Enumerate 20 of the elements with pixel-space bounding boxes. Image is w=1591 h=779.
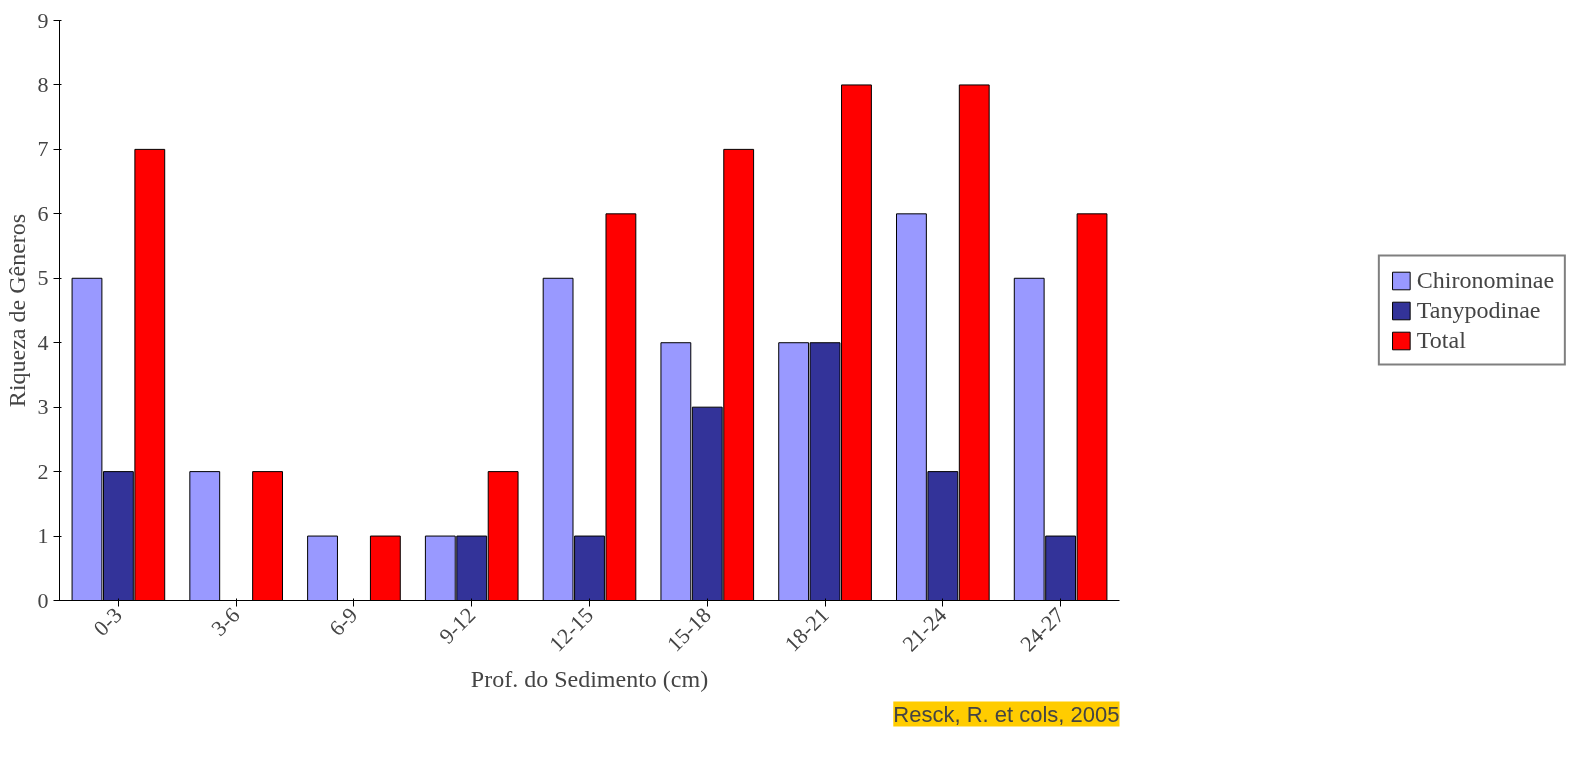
- y-tick-label: 9: [37, 7, 49, 33]
- y-tick-label: 3: [37, 394, 49, 420]
- y-axis-title: Riqueza de Gêneros: [3, 213, 30, 408]
- y-tick-label: 4: [37, 329, 49, 355]
- x-tick-label: 9-12: [434, 602, 481, 649]
- x-tick-label: 6-9: [324, 602, 363, 641]
- legend-label: Tanypodinae: [1416, 296, 1541, 324]
- y-tick-label: 7: [37, 136, 49, 162]
- y-tick-label: 0: [37, 587, 49, 613]
- y-tick-label: 8: [37, 71, 49, 97]
- y-tick-label: 1: [37, 523, 49, 549]
- legend-label: Chironominae: [1416, 266, 1555, 294]
- y-tick-label: 5: [37, 265, 49, 291]
- legend-label: Total: [1416, 326, 1466, 354]
- y-tick-label: 2: [37, 458, 49, 484]
- x-tick-label: 0-3: [88, 602, 127, 641]
- x-axis-title: Prof. do Sedimento (cm): [470, 665, 709, 692]
- text: Resck, R. et cols, 2005: [893, 701, 1120, 727]
- y-tick-label: 6: [37, 200, 49, 226]
- x-tick-label: 3-6: [206, 602, 245, 641]
